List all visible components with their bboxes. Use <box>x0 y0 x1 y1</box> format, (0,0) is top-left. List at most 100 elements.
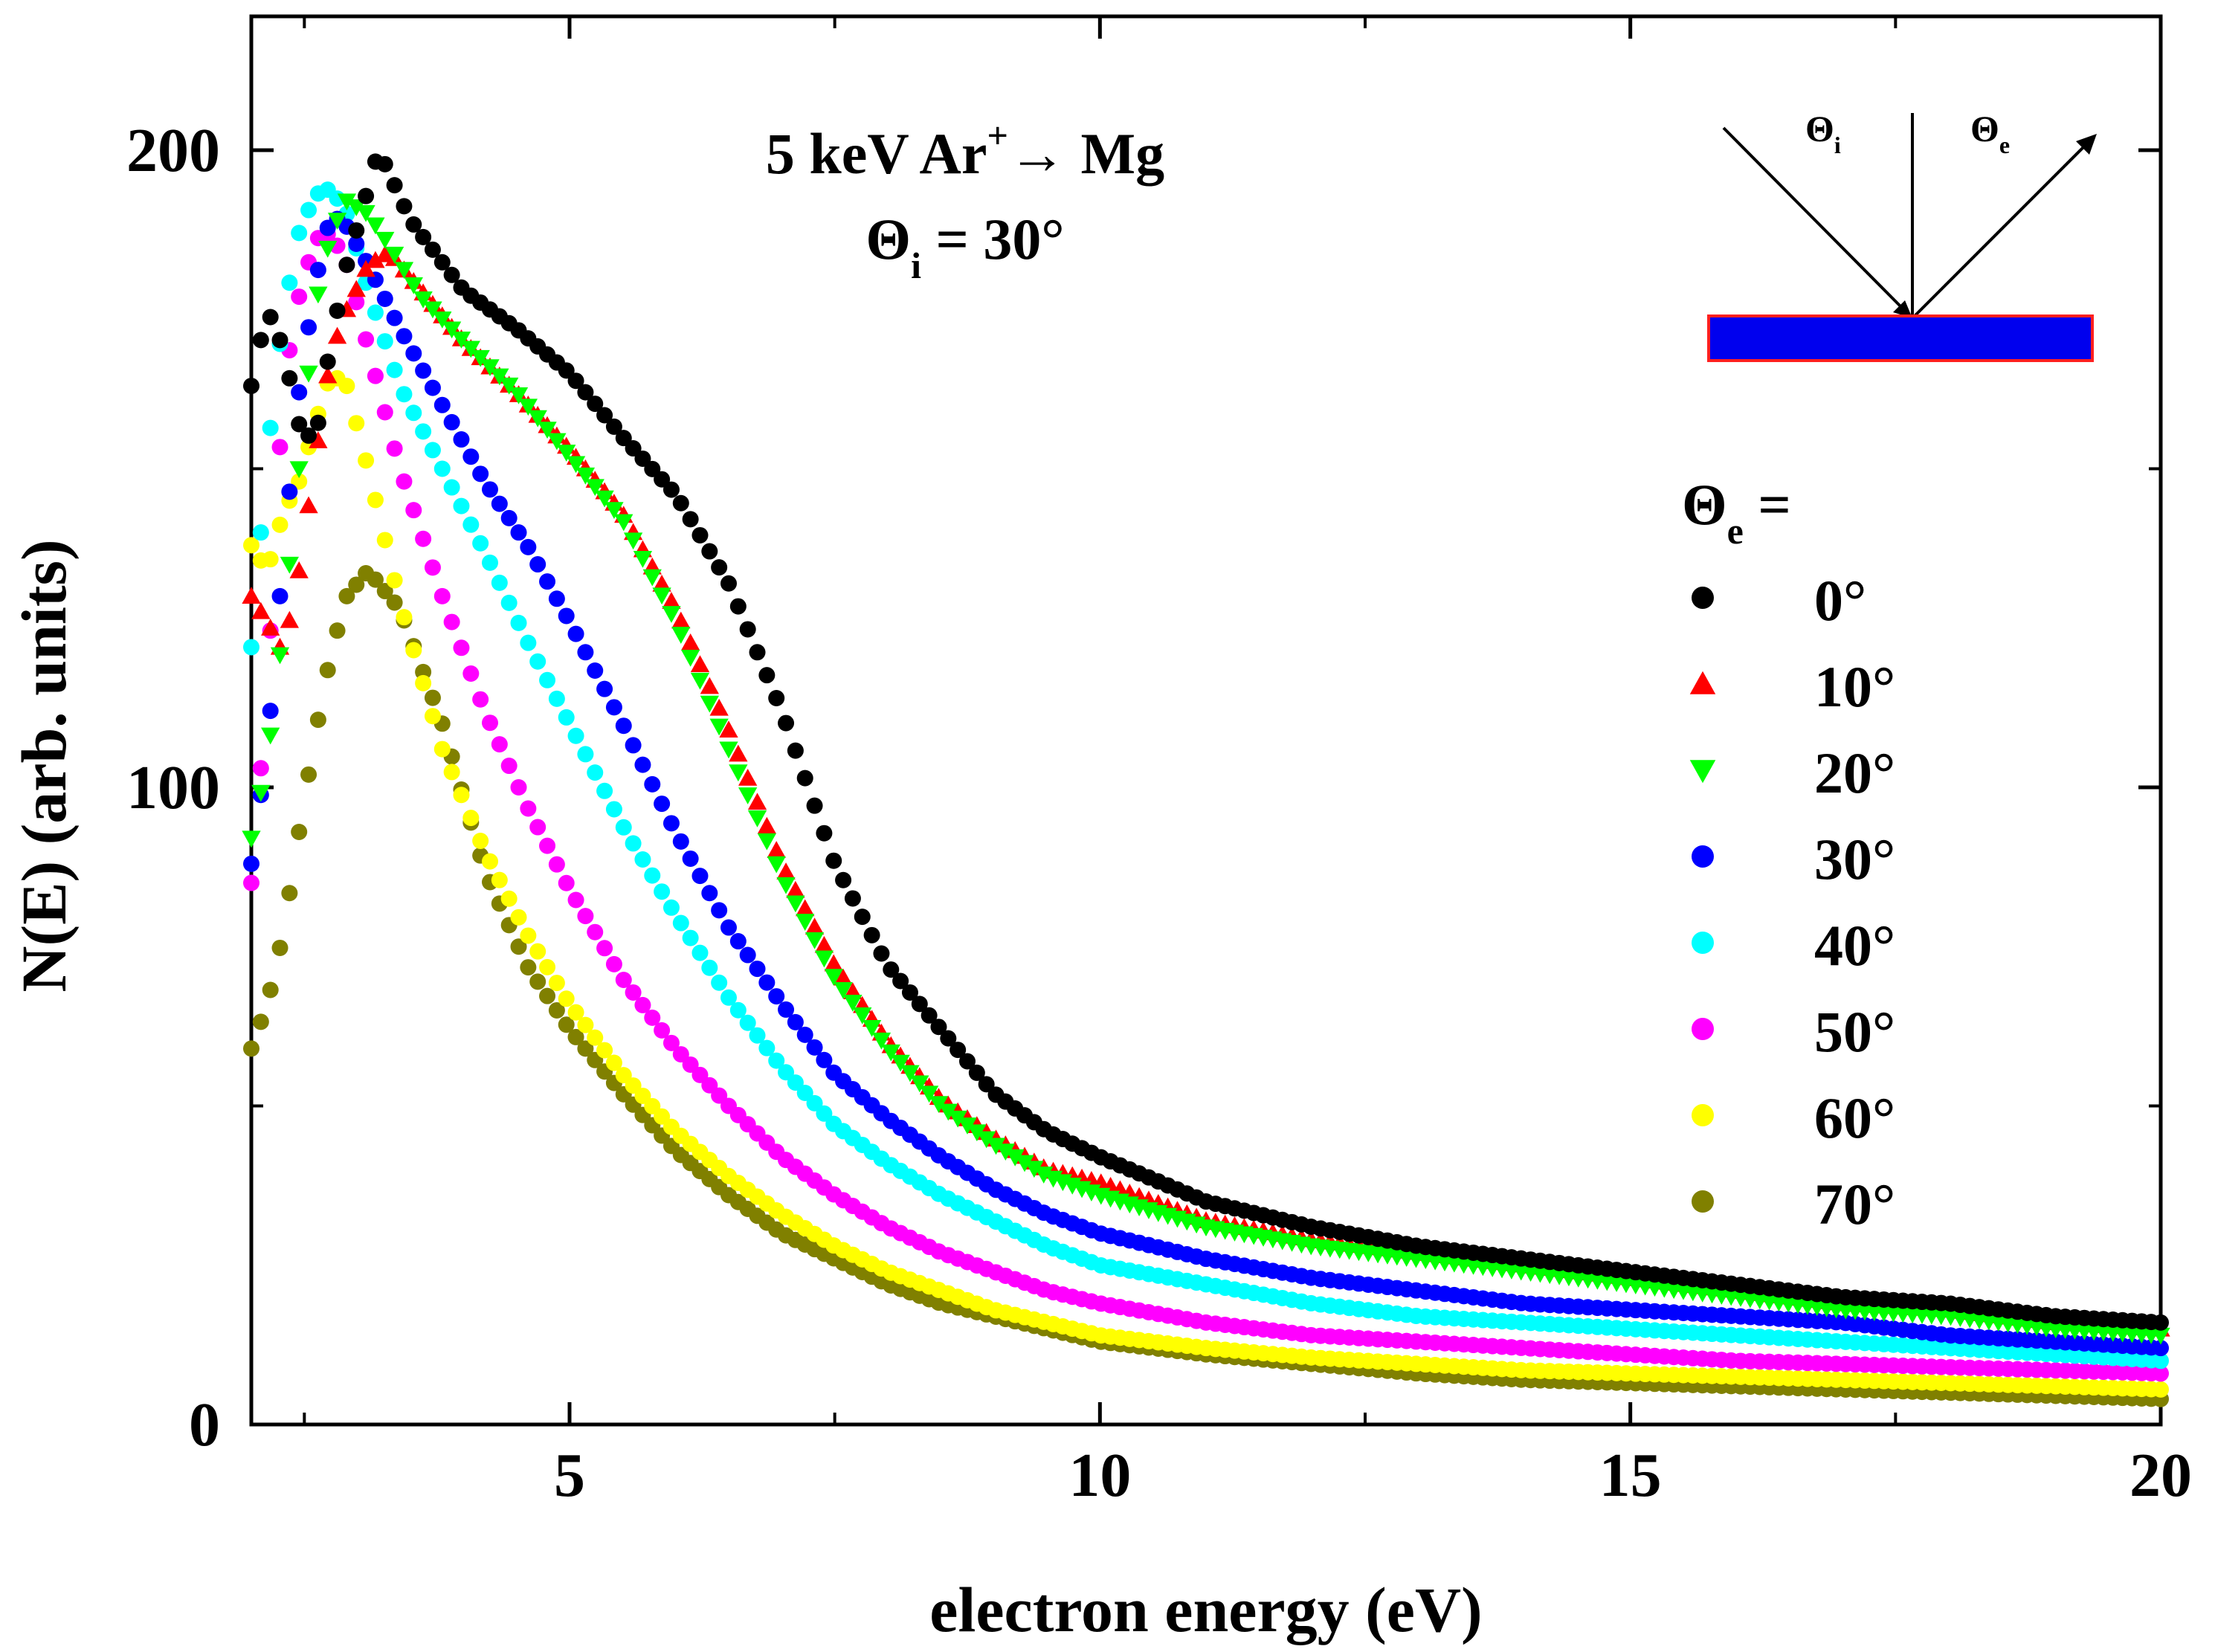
data-point <box>318 366 338 384</box>
data-point <box>472 465 489 483</box>
data-point <box>443 266 460 283</box>
legend-label: 20° <box>1814 741 1895 805</box>
data-point <box>757 816 777 834</box>
data-point <box>1005 1149 1025 1167</box>
data-point <box>691 868 709 885</box>
data-point <box>462 810 480 827</box>
data-point <box>510 524 527 541</box>
data-point <box>654 1022 671 1039</box>
data-point <box>2153 1365 2169 1382</box>
data-point <box>567 1004 584 1021</box>
data-point <box>558 362 575 379</box>
data-point <box>433 396 451 413</box>
data-point <box>529 943 547 960</box>
data-point <box>291 384 308 401</box>
data-point <box>672 494 689 512</box>
data-point <box>281 274 298 291</box>
data-point <box>262 981 279 998</box>
data-point <box>482 554 498 571</box>
data-point <box>280 610 300 628</box>
data-point <box>318 240 338 258</box>
series-50° <box>243 226 2169 1382</box>
data-point <box>376 532 393 549</box>
data-point <box>863 926 880 943</box>
incident-beam <box>1722 126 1905 311</box>
data-point <box>567 625 584 642</box>
data-point <box>654 1108 671 1125</box>
data-point <box>691 1066 709 1083</box>
data-point <box>720 919 737 936</box>
data-point <box>482 853 498 870</box>
data-point <box>520 959 537 976</box>
data-point <box>587 662 604 679</box>
data-point <box>262 703 279 720</box>
annotation-line1: 5 keV Ar+→ Mg <box>766 114 1164 186</box>
data-point <box>491 574 508 591</box>
data-point <box>528 410 547 427</box>
data-point <box>749 644 766 661</box>
data-point <box>778 1064 795 1081</box>
data-point <box>604 502 624 519</box>
data-point <box>644 775 661 793</box>
data-point <box>978 1076 995 1093</box>
data-point <box>358 331 375 348</box>
data-point <box>415 362 432 379</box>
data-point <box>300 766 317 783</box>
data-point <box>529 819 547 836</box>
data-point <box>558 1016 575 1033</box>
legend-marker <box>1689 671 1716 694</box>
data-point <box>796 1085 813 1102</box>
data-point <box>739 621 756 638</box>
data-point <box>814 935 834 953</box>
data-point <box>442 321 462 339</box>
data-point <box>778 1001 795 1018</box>
data-point <box>577 384 594 401</box>
data-point <box>1025 1161 1044 1178</box>
data-point <box>424 241 441 258</box>
data-point <box>615 971 632 988</box>
data-point <box>289 461 309 479</box>
legend-label: 30° <box>1814 827 1895 891</box>
data-point <box>738 787 758 804</box>
data-point <box>806 797 823 814</box>
data-point <box>938 1103 958 1121</box>
data-point <box>680 650 700 667</box>
theta-i-symbol: Θ <box>1805 108 1834 149</box>
data-point <box>634 996 651 1013</box>
data-point <box>883 961 900 978</box>
data-point <box>557 445 576 462</box>
data-point <box>500 890 518 907</box>
data-point <box>892 972 909 990</box>
theta-i-sub: i <box>1834 132 1841 158</box>
data-point <box>453 787 470 804</box>
data-point <box>776 862 796 880</box>
annotation-charge: + <box>987 114 1008 156</box>
data-point <box>835 871 852 888</box>
data-point <box>940 1030 957 1047</box>
data-point <box>261 727 280 745</box>
data-point <box>585 479 604 497</box>
data-point <box>605 801 622 818</box>
data-point <box>625 1077 642 1094</box>
data-point <box>358 452 375 469</box>
data-point <box>711 974 728 991</box>
data-point <box>662 592 681 609</box>
data-point <box>271 587 288 604</box>
series-30° <box>243 210 2169 1357</box>
data-point <box>871 1032 892 1050</box>
data-point <box>672 1046 689 1063</box>
data-point <box>709 718 729 736</box>
data-point <box>816 1105 833 1122</box>
series-0° <box>243 153 2169 1331</box>
data-point <box>491 736 508 753</box>
legend-label: 10° <box>1814 654 1895 719</box>
data-point <box>709 698 729 716</box>
data-point <box>415 423 432 440</box>
data-point <box>567 372 584 390</box>
data-point <box>729 598 747 615</box>
data-point <box>996 1143 1016 1161</box>
data-point <box>758 974 776 991</box>
data-point <box>720 575 737 592</box>
data-point <box>338 256 355 274</box>
data-point <box>654 796 671 813</box>
